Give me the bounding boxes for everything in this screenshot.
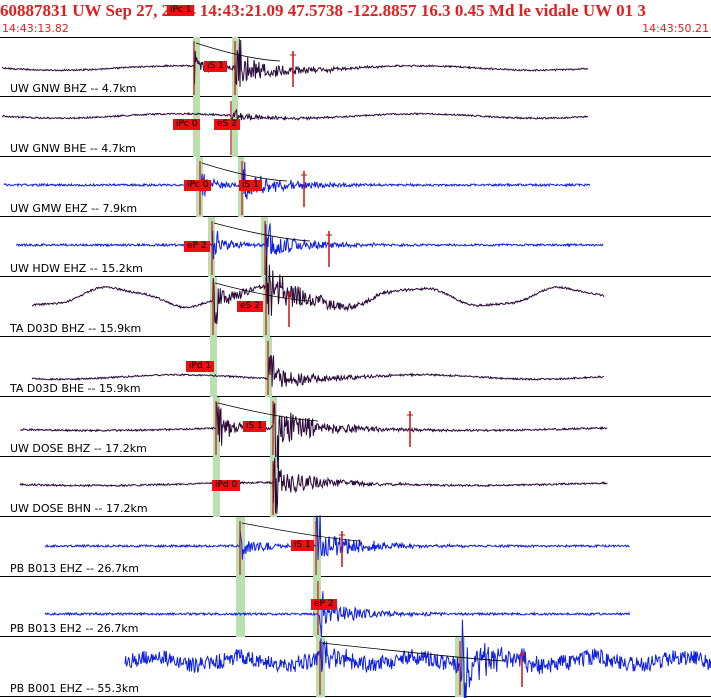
travel-time-curve bbox=[195, 42, 281, 62]
trace-label: TA D03D BHE -- 15.9km bbox=[10, 382, 141, 395]
waveform bbox=[44, 514, 630, 561]
waveform bbox=[44, 591, 630, 639]
waveform bbox=[19, 402, 608, 471]
pick-label[interactable]: iS 1 bbox=[204, 61, 227, 72]
pick-label[interactable]: eS 2 bbox=[214, 119, 240, 130]
phase-window bbox=[193, 37, 200, 97]
trace-row[interactable] bbox=[0, 514, 711, 577]
pick-label[interactable]: eP 2 bbox=[184, 241, 210, 252]
pick-label[interactable]: iS 1 bbox=[243, 421, 266, 432]
travel-time-curve bbox=[214, 282, 312, 302]
pick-label[interactable]: iS 1 bbox=[291, 540, 314, 551]
pick-label[interactable]: iPd 0 bbox=[212, 480, 241, 491]
event-title: 60887831 UW Sep 27, 2014 14:43:21.09 47.… bbox=[0, 1, 646, 20]
pick-label[interactable]: iPc 0 bbox=[184, 180, 212, 191]
time-axis-line bbox=[0, 37, 711, 38]
waveform bbox=[1, 38, 589, 87]
phase-window bbox=[313, 517, 321, 577]
travel-time-curve bbox=[321, 642, 506, 662]
trace-label: TA D03D BHZ -- 15.9km bbox=[10, 322, 142, 335]
waveform bbox=[16, 223, 604, 261]
trace-label: UW GNW BHZ -- 4.7km bbox=[10, 82, 137, 95]
trace-label: UW GNW BHE -- 4.7km bbox=[10, 142, 136, 155]
pick-label[interactable]: iPd 1 bbox=[186, 361, 215, 372]
travel-time-curve bbox=[213, 222, 311, 242]
trace-label: UW DOSE BHZ -- 17.2km bbox=[10, 442, 147, 455]
trace-row[interactable] bbox=[0, 217, 711, 277]
pick-label[interactable]: eP 2 bbox=[311, 599, 337, 610]
pick-label[interactable]: iS 1 bbox=[239, 180, 262, 191]
travel-time-curve bbox=[241, 522, 362, 542]
waveform bbox=[31, 354, 604, 388]
trace-label: UW HDW EHZ -- 15.2km bbox=[10, 262, 143, 275]
pick-label[interactable]: iPc 0 bbox=[173, 119, 201, 130]
trace-label: UW GMW EHZ -- 7.9km bbox=[10, 202, 138, 215]
pick-label[interactable]: iPc 1 bbox=[167, 5, 195, 16]
waveform bbox=[31, 255, 605, 325]
phase-window bbox=[236, 577, 245, 637]
trace-label: UW DOSE BHN -- 17.2km bbox=[10, 502, 148, 515]
trace-row[interactable] bbox=[0, 37, 711, 97]
pick-label[interactable]: eS 2 bbox=[237, 301, 263, 312]
travel-time-curve bbox=[201, 162, 288, 182]
trace-row[interactable] bbox=[0, 397, 711, 471]
trace-row[interactable] bbox=[0, 619, 711, 698]
waveform bbox=[1, 109, 589, 122]
trace-label: PB B013 EH2 -- 26.7km bbox=[10, 622, 139, 635]
trace-row[interactable] bbox=[0, 255, 711, 337]
travel-time-curve bbox=[217, 402, 319, 422]
end-time-label: 14:43:50.21 bbox=[642, 22, 709, 35]
trace-label: PB B001 EHZ -- 55.3km bbox=[10, 682, 139, 695]
waveform bbox=[3, 161, 591, 200]
start-time-label: 14:43:13.82 bbox=[2, 22, 69, 35]
waveform bbox=[124, 619, 711, 698]
waveform bbox=[19, 457, 608, 514]
trace-label: PB B013 EHZ -- 26.7km bbox=[10, 562, 139, 575]
seismogram-panel[interactable] bbox=[0, 37, 711, 698]
